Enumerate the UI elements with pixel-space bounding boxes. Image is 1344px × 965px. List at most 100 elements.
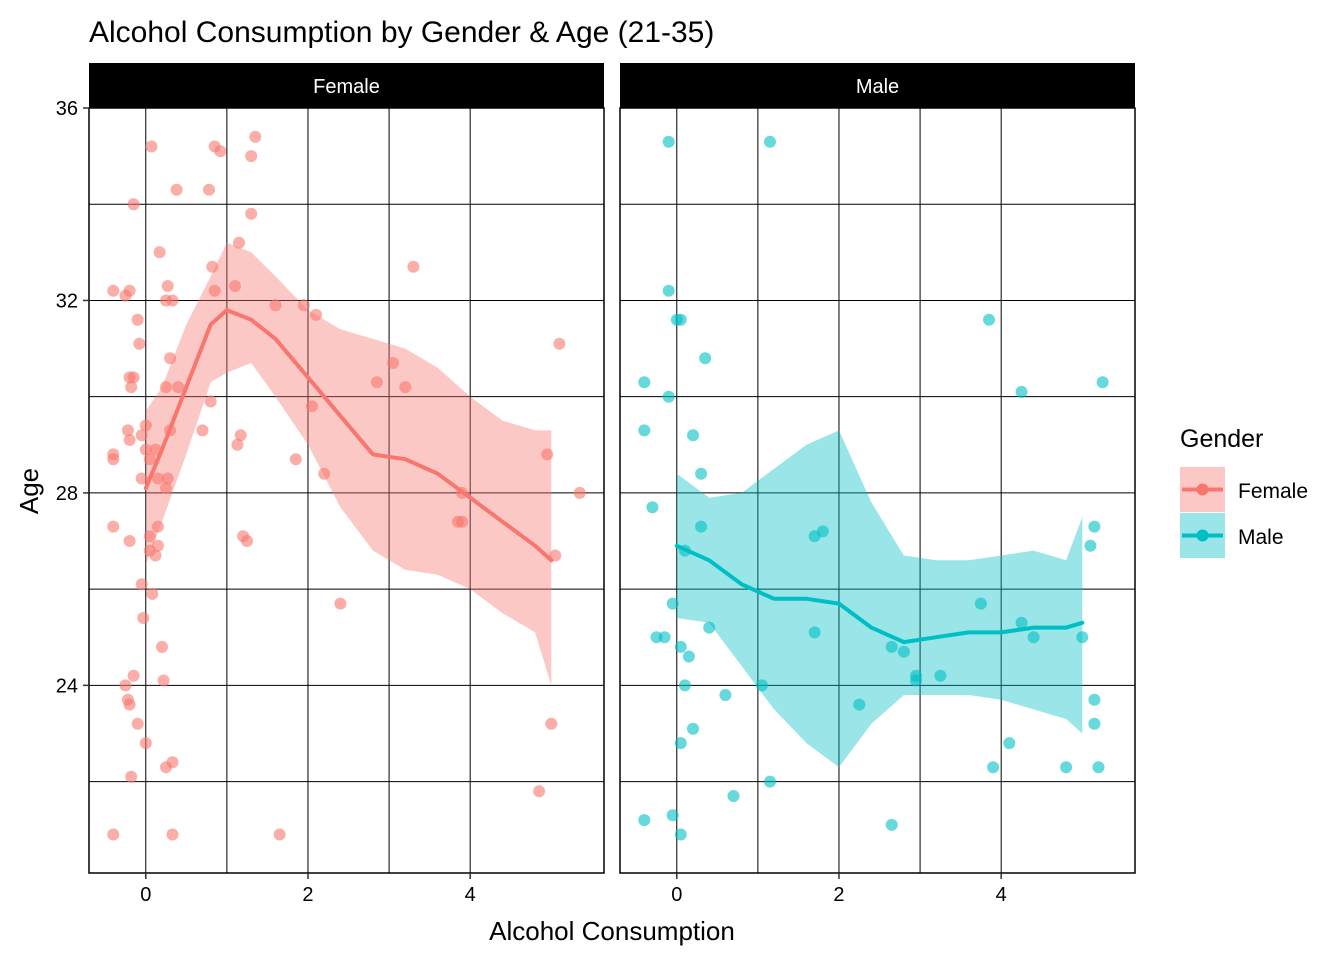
data-point-female-22 — [152, 521, 164, 533]
data-point-female-33 — [158, 675, 170, 687]
data-point-female-86 — [533, 785, 545, 797]
y-tick-label-3: 36 — [56, 98, 78, 120]
legend-point-female — [1197, 484, 1209, 496]
data-point-female-61 — [233, 237, 245, 249]
facet-panel-male: Male — [620, 63, 1135, 873]
data-point-female-3 — [132, 314, 144, 326]
data-point-female-9 — [107, 453, 119, 465]
data-point-male-1 — [764, 136, 776, 148]
confidence-band-area-male — [677, 430, 1083, 767]
x-tick-label-female-1: 2 — [302, 884, 313, 906]
data-point-female-44 — [128, 198, 140, 210]
x-axis-label: Alcohol Consumption — [489, 916, 735, 946]
confidence-band-male — [677, 430, 1083, 767]
data-point-male-54 — [1097, 376, 1109, 388]
data-point-male-10 — [695, 468, 707, 480]
data-point-female-26 — [150, 550, 162, 562]
legend-title: Gender — [1180, 425, 1263, 453]
data-point-female-82 — [407, 261, 419, 273]
data-point-female-42 — [167, 829, 179, 841]
data-point-female-17 — [136, 473, 148, 485]
data-point-male-42 — [1016, 386, 1028, 398]
data-point-female-57 — [214, 145, 226, 157]
facet-panel-female: Female — [89, 63, 604, 873]
data-point-female-47 — [162, 280, 174, 292]
data-point-male-29 — [764, 776, 776, 788]
data-point-female-28 — [146, 588, 158, 600]
legend-point-male — [1197, 530, 1209, 542]
data-point-male-34 — [886, 641, 898, 653]
data-point-female-58 — [249, 131, 261, 143]
y-tick-label-1: 28 — [56, 483, 78, 505]
facet-strip-label-female: Female — [313, 76, 380, 98]
y-tick-label-0: 24 — [56, 675, 78, 697]
data-point-male-8 — [638, 424, 650, 436]
data-point-female-46 — [154, 246, 166, 258]
data-point-male-5 — [699, 352, 711, 364]
data-point-female-13 — [140, 420, 152, 432]
data-point-female-90 — [553, 338, 565, 350]
data-point-female-64 — [209, 285, 221, 297]
data-point-male-45 — [1003, 737, 1015, 749]
data-point-female-0 — [107, 285, 119, 297]
data-point-male-11 — [646, 501, 658, 513]
data-point-male-23 — [675, 737, 687, 749]
data-point-female-78 — [274, 829, 286, 841]
y-tick-label-2: 32 — [56, 290, 78, 312]
data-point-male-4 — [675, 314, 687, 326]
data-point-female-74 — [306, 400, 318, 412]
confidence-band-female — [146, 243, 552, 686]
data-point-female-91 — [574, 487, 586, 499]
data-point-female-75 — [290, 453, 302, 465]
data-point-female-40 — [125, 771, 137, 783]
data-point-male-50 — [1088, 521, 1100, 533]
data-point-female-27 — [136, 578, 148, 590]
x-tick-label-male-0: 0 — [671, 884, 682, 906]
data-point-male-6 — [638, 376, 650, 388]
data-point-female-54 — [162, 473, 174, 485]
data-point-male-31 — [817, 525, 829, 537]
data-point-male-48 — [1076, 631, 1088, 643]
x-tick-label-female-2: 4 — [465, 884, 476, 906]
data-point-male-51 — [1088, 694, 1100, 706]
x-axis: 024024 — [140, 873, 1007, 906]
data-point-male-7 — [663, 391, 675, 403]
data-point-female-72 — [298, 299, 310, 311]
data-point-female-39 — [167, 756, 179, 768]
x-tick-label-male-2: 4 — [996, 884, 1007, 906]
data-point-male-20 — [679, 679, 691, 691]
data-point-female-21 — [124, 535, 136, 547]
x-tick-label-female-0: 0 — [140, 884, 151, 906]
data-point-female-51 — [172, 381, 184, 393]
data-point-female-11 — [124, 434, 136, 446]
legend-label-male: Male — [1238, 526, 1284, 549]
data-point-female-4 — [133, 338, 145, 350]
points-male — [638, 136, 1108, 841]
data-point-female-70 — [241, 535, 253, 547]
data-point-female-49 — [167, 295, 179, 307]
data-point-male-25 — [638, 814, 650, 826]
data-point-male-28 — [756, 679, 768, 691]
data-point-male-44 — [1028, 631, 1040, 643]
data-point-male-46 — [987, 761, 999, 773]
data-point-female-50 — [164, 352, 176, 364]
data-point-male-12 — [695, 521, 707, 533]
data-point-female-2 — [124, 285, 136, 297]
data-point-female-65 — [205, 396, 217, 408]
y-axis-label: Age — [14, 468, 44, 514]
data-point-male-0 — [663, 136, 675, 148]
data-point-male-40 — [975, 598, 987, 610]
data-point-male-18 — [675, 641, 687, 653]
data-point-female-52 — [160, 381, 172, 393]
data-point-female-79 — [371, 376, 383, 388]
data-point-male-38 — [934, 670, 946, 682]
facet-strip-label-male: Male — [856, 76, 899, 98]
data-point-female-55 — [203, 184, 215, 196]
data-point-male-41 — [983, 314, 995, 326]
data-point-female-35 — [124, 699, 136, 711]
data-point-female-59 — [245, 150, 257, 162]
data-point-female-30 — [156, 641, 168, 653]
data-point-female-23 — [144, 530, 156, 542]
data-point-female-85 — [456, 516, 468, 528]
